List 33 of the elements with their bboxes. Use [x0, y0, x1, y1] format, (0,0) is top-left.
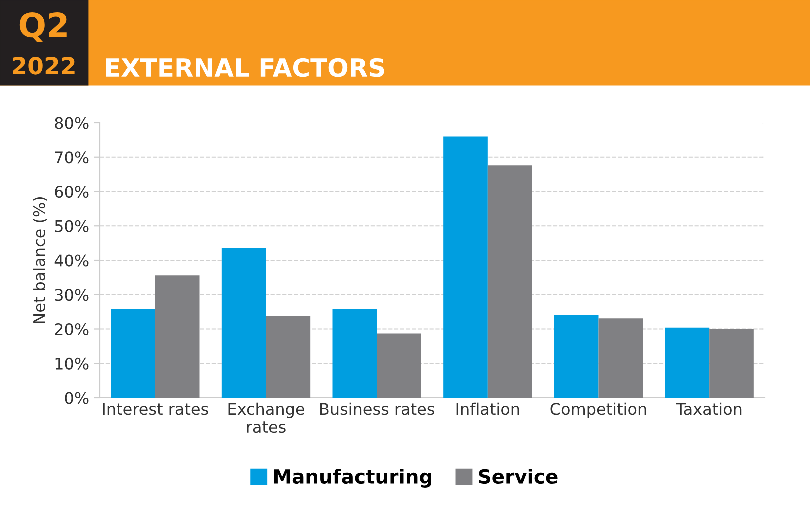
legend-label: Service	[479, 468, 558, 484]
bar	[332, 308, 378, 398]
chart-title: EXTERNAL FACTORS	[106, 58, 384, 78]
bar	[222, 248, 266, 398]
bar	[377, 334, 422, 398]
y-tick-label: 10%	[56, 358, 89, 370]
text: 2022	[13, 56, 75, 75]
y-tick-label: 0%	[65, 392, 89, 404]
bar	[710, 329, 754, 398]
y-tick-label: 70%	[55, 152, 89, 164]
y-tick-label: 50%	[55, 220, 89, 232]
y-tick-label: 80%	[55, 117, 89, 130]
bar	[444, 136, 488, 398]
bar	[554, 315, 599, 398]
y-tick-label: 20%	[55, 323, 89, 336]
bar	[665, 328, 710, 398]
x-tick-label: Inflation	[456, 402, 520, 416]
text: Q2	[20, 12, 67, 42]
legend-label: Manufacturing	[274, 468, 432, 488]
bar	[598, 318, 644, 398]
x-tick-label: Taxation	[676, 402, 742, 416]
bar	[155, 276, 200, 398]
y-tick-label: 60%	[55, 186, 89, 198]
bar	[266, 316, 311, 398]
bar	[488, 166, 532, 398]
y-tick-label: 30%	[55, 289, 89, 302]
x-tick-label: Competition	[550, 402, 646, 418]
y-tick-label: 40%	[54, 254, 89, 267]
x-tick-label: Exchange rates	[228, 402, 304, 434]
y-axis-title: Net balance (%)	[33, 198, 48, 324]
x-tick-label: Interest rates	[103, 403, 208, 416]
x-tick-label: Business rates	[320, 402, 434, 416]
bar	[111, 308, 156, 398]
